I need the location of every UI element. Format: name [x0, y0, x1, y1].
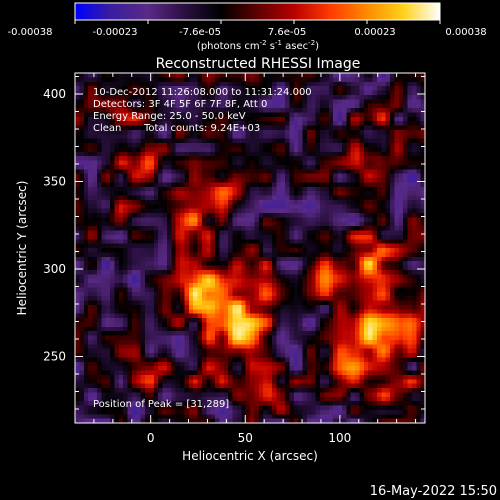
annotation-detectors: Detectors: 3F 4F 5F 6F 7F 8F, Att 0	[93, 99, 267, 110]
annotation-algorithm: Clean	[93, 123, 121, 134]
colorbar-tick-label: 7.6e-05	[268, 27, 306, 38]
colorbar-frame	[74, 2, 441, 21]
x-tick-label: 100	[328, 431, 351, 445]
colorbar-tick-label: -0.00023	[93, 27, 138, 38]
colorbar-tick-label: 0.00023	[354, 27, 395, 38]
y-tick-label: 250	[43, 350, 66, 364]
footer-date: 16-May-2022 15:50	[370, 484, 497, 499]
y-axis-label: Heliocentric Y (arcsec)	[15, 181, 29, 316]
y-tick-label: 300	[43, 262, 66, 276]
heatmap-image	[75, 73, 425, 423]
colorbar-tick-label: -7.6e-05	[179, 27, 221, 38]
colorbar-units: (photons cm-2 s-1 asec-2)	[197, 39, 319, 52]
chart-title: Reconstructed RHESSI Image	[156, 56, 361, 72]
colorbar-tick-label: -0.00038	[8, 27, 53, 38]
annotation-total-counts: Total counts: 9.24E+03	[143, 123, 260, 134]
y-tick-label: 350	[43, 175, 66, 189]
x-tick-label: 0	[147, 431, 155, 445]
plot-frame	[74, 72, 426, 424]
plot-area	[74, 72, 426, 424]
x-axis-label: Heliocentric X (arcsec)	[182, 449, 318, 463]
annotation-time-range: 10-Dec-2012 11:26:08.000 to 11:31:24.000	[93, 87, 312, 98]
colorbar-ticks	[74, 20, 441, 24]
axis-ticks	[75, 73, 425, 423]
colorbar: -0.00038 -0.00023 -7.6e-05 7.6e-05 0.000…	[8, 2, 487, 52]
x-tick-label: 50	[238, 431, 253, 445]
y-tick-label: 400	[43, 87, 66, 101]
colorbar-tick-label: 0.00038	[445, 27, 486, 38]
annotation-peak-position: Position of Peak = [31,289]	[93, 399, 229, 410]
annotation-energy: Energy Range: 25.0 - 50.0 keV	[93, 111, 246, 122]
colorbar-gradient	[75, 3, 440, 20]
